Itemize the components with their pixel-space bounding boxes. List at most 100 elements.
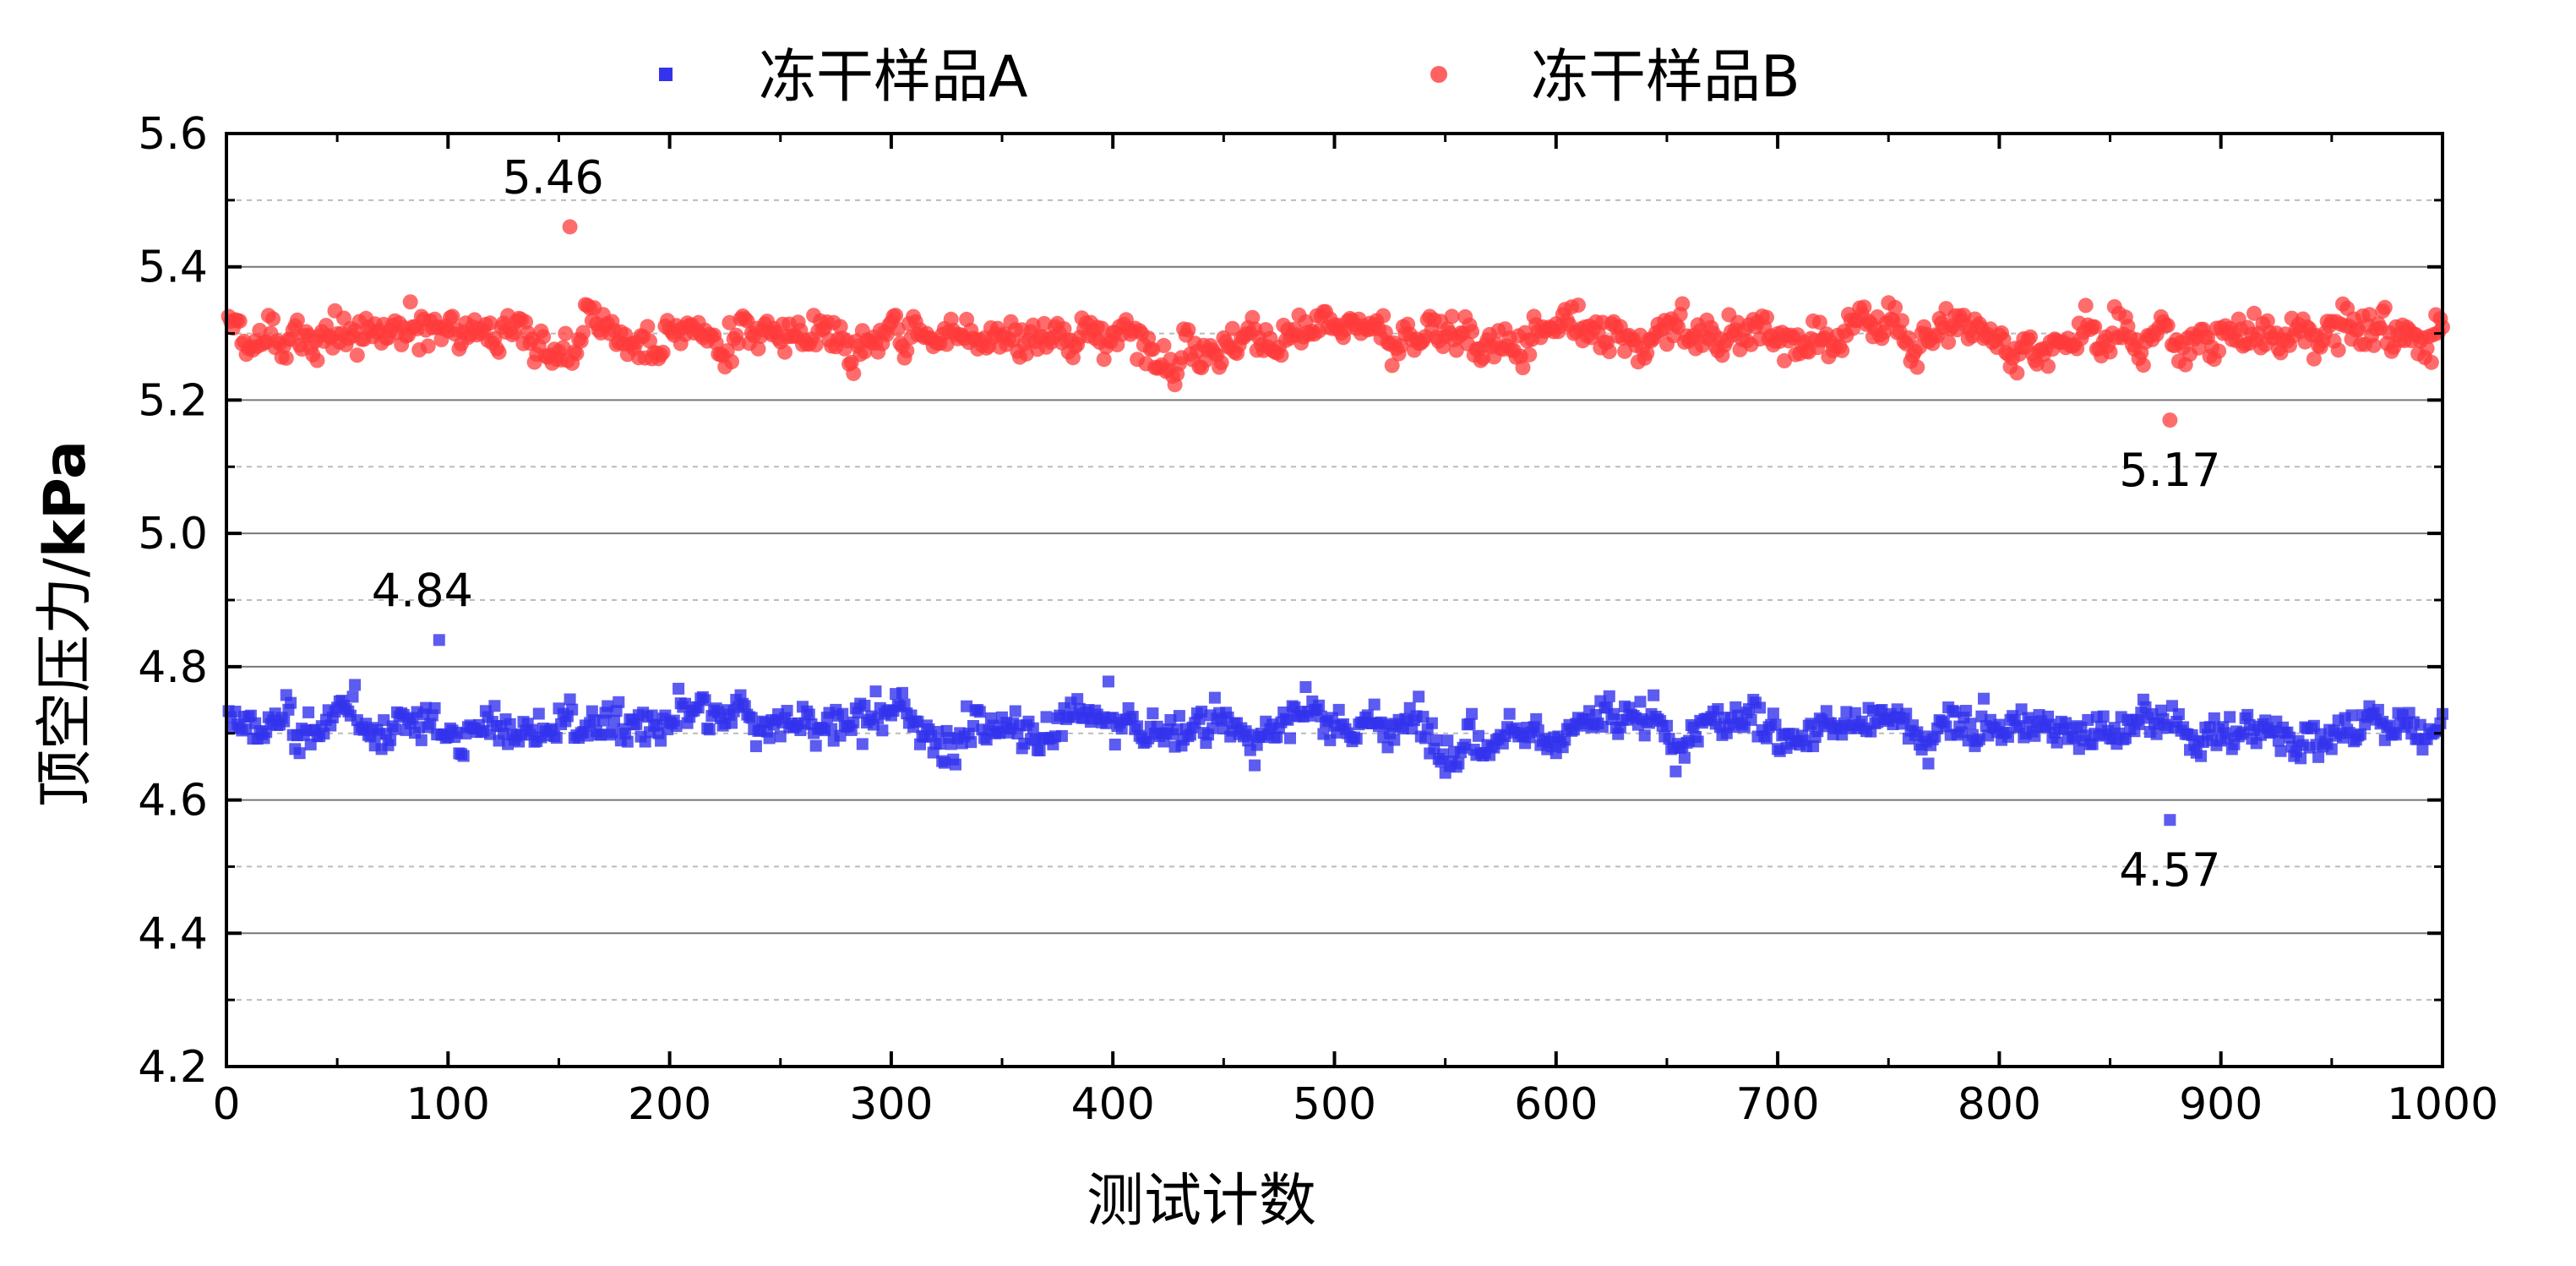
point-a xyxy=(1388,734,1401,746)
point-b xyxy=(1759,309,1774,325)
point-a xyxy=(1033,745,1046,756)
point-b xyxy=(1909,359,1925,375)
point-a xyxy=(1807,740,1820,752)
point-a xyxy=(2001,730,2014,743)
point-a xyxy=(1922,757,1935,770)
point-b xyxy=(1639,345,1655,361)
point-b xyxy=(1675,296,1691,312)
point-b xyxy=(1056,321,1072,337)
point-b xyxy=(2087,319,2103,335)
point-a xyxy=(1473,729,1484,742)
point-a xyxy=(1466,707,1479,720)
point-a xyxy=(1071,693,1084,706)
point-a xyxy=(2295,752,2307,765)
x-tick-label: 1000 xyxy=(2387,1079,2498,1130)
x-tick-label: 100 xyxy=(406,1079,490,1130)
point-b xyxy=(2423,354,2439,370)
point-a xyxy=(1055,729,1068,742)
x-tick-label: 400 xyxy=(1071,1079,1155,1130)
point-a xyxy=(1284,732,1296,745)
point-b xyxy=(1887,299,1903,315)
point-a xyxy=(809,739,822,752)
point-a xyxy=(504,718,516,730)
point-b xyxy=(569,346,585,362)
point-a xyxy=(415,734,428,746)
legend-label-a: 冻干样品A xyxy=(759,44,1028,111)
point-b xyxy=(1811,314,1827,330)
point-a xyxy=(1638,729,1651,742)
point-b xyxy=(1475,350,1491,366)
point-a xyxy=(550,732,563,744)
point-a xyxy=(1108,739,1121,750)
point-a xyxy=(673,682,685,695)
point-b xyxy=(724,354,739,369)
point-a xyxy=(384,734,397,746)
point-a xyxy=(2372,703,2384,716)
point-b xyxy=(1244,309,1261,325)
point-a xyxy=(293,747,306,760)
point-a xyxy=(2241,708,2254,721)
point-b xyxy=(730,336,746,352)
point-a xyxy=(285,696,297,709)
svg-text:顶空压力/kPa: 顶空压力/kPa xyxy=(32,440,99,807)
point-a xyxy=(1767,707,1779,720)
point-b xyxy=(640,319,656,335)
point-a xyxy=(973,706,986,718)
point-a xyxy=(1754,701,1767,714)
point-b xyxy=(507,325,522,341)
point-a xyxy=(1559,734,1571,746)
point-b xyxy=(231,313,248,329)
legend-marker-a xyxy=(659,68,673,81)
legend-label-b: 冻干样品B xyxy=(1531,44,1800,111)
point-b xyxy=(1444,308,1460,325)
point-a xyxy=(532,707,545,720)
point-a xyxy=(858,700,871,712)
point-b xyxy=(2023,329,2039,345)
point-a xyxy=(2354,728,2366,740)
point-a xyxy=(1745,713,1757,726)
x-tick-label: 0 xyxy=(212,1079,240,1130)
point-a xyxy=(745,712,758,724)
y-axis-title-unit: kPa xyxy=(32,440,99,558)
point-a xyxy=(876,724,889,737)
point-a xyxy=(1040,711,1053,723)
point-a xyxy=(1208,691,1221,704)
point-a xyxy=(1761,732,1773,745)
point-a xyxy=(2403,707,2415,719)
point-a xyxy=(346,690,359,703)
point-b xyxy=(750,341,766,357)
point-a xyxy=(1661,719,1673,732)
legend-marker-b xyxy=(1430,66,1447,83)
point-a xyxy=(1425,717,1438,729)
point-b xyxy=(2078,297,2094,314)
x-tick-label: 900 xyxy=(2179,1079,2263,1130)
point-a xyxy=(847,716,860,728)
point-a xyxy=(1634,696,1647,708)
y-axis-title: 顶空压力/kPa xyxy=(32,440,99,807)
point-a xyxy=(965,736,978,749)
point-b xyxy=(278,350,294,366)
point-b xyxy=(2102,344,2118,360)
x-tick-label: 300 xyxy=(849,1079,933,1130)
point-a xyxy=(1146,707,1159,720)
y-tick-label: 5.4 xyxy=(138,243,208,293)
point-a xyxy=(950,758,961,771)
point-a xyxy=(630,718,643,730)
annotation-label: 4.84 xyxy=(372,564,473,617)
point-a xyxy=(2150,728,2163,740)
point-a xyxy=(2164,814,2176,827)
point-a xyxy=(763,732,776,745)
point-b xyxy=(558,325,574,341)
point-a xyxy=(564,693,576,706)
point-a xyxy=(2345,709,2358,722)
point-a xyxy=(621,735,634,748)
x-tick-label: 800 xyxy=(1958,1079,2041,1130)
point-b xyxy=(2330,342,2346,358)
x-tick-label: 600 xyxy=(1514,1079,1598,1130)
point-b xyxy=(265,311,281,327)
point-a xyxy=(803,708,815,721)
point-a xyxy=(781,705,793,717)
point-b xyxy=(349,347,365,363)
point-a xyxy=(1103,675,1114,688)
y-tick-label: 4.6 xyxy=(138,776,208,827)
